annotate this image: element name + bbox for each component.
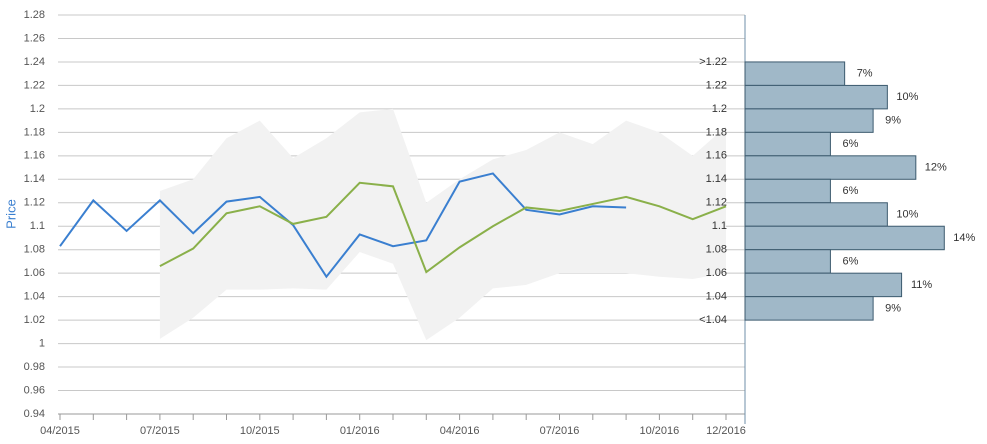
bin-label: 1.16 xyxy=(706,150,727,162)
x-tick-label: 12/2016 xyxy=(706,425,746,437)
histogram-bar xyxy=(744,155,917,180)
y-tick-label: 1.16 xyxy=(24,150,45,162)
histogram-bar xyxy=(744,272,903,298)
histogram-bar xyxy=(744,202,888,227)
bin-label: 1.06 xyxy=(706,267,727,279)
histogram-bar xyxy=(744,131,831,157)
series-line xyxy=(159,181,727,274)
bar-value-label: 10% xyxy=(896,208,918,220)
series-line xyxy=(59,172,627,279)
y-tick-label: 0.96 xyxy=(24,384,45,396)
bin-label: 1.22 xyxy=(706,79,727,91)
y-tick-label: 1.18 xyxy=(24,126,45,138)
bar-value-label: 6% xyxy=(842,138,858,150)
y-axis-title: Price xyxy=(3,199,18,229)
bar-value-label: 11% xyxy=(911,279,932,291)
bar-value-label: 6% xyxy=(842,185,858,197)
y-tick-label: 0.94 xyxy=(24,408,45,420)
y-tick-label: 1 xyxy=(39,337,45,349)
y-tick-label: 1.22 xyxy=(24,79,45,91)
x-tick-label: 10/2016 xyxy=(640,425,680,437)
y-tick-label: 1.08 xyxy=(24,244,45,256)
bin-label: >1.22 xyxy=(699,56,727,68)
histogram-bar xyxy=(744,225,945,251)
x-tick-label: 04/2015 xyxy=(40,425,80,437)
y-tick-label: 1.26 xyxy=(24,32,45,44)
bar-value-label: 12% xyxy=(925,161,947,173)
y-tick-label: 1.06 xyxy=(24,267,45,279)
x-tick-label: 07/2016 xyxy=(540,425,580,437)
histogram-bar xyxy=(744,84,888,110)
y-tick-label: 1.2 xyxy=(30,103,45,115)
bar-value-label: 6% xyxy=(842,255,858,267)
y-tick-label: 1.1 xyxy=(30,220,45,232)
histogram-bar xyxy=(744,61,846,86)
bar-value-label: 10% xyxy=(896,91,918,103)
y-tick-label: 1.02 xyxy=(24,314,45,326)
y-tick-label: 1.04 xyxy=(24,291,45,303)
bin-label: 1.18 xyxy=(706,126,727,138)
bin-label: 1.1 xyxy=(712,220,727,232)
x-tick-label: 01/2016 xyxy=(340,425,380,437)
x-tick-label: 07/2015 xyxy=(140,425,180,437)
bin-label: 1.08 xyxy=(706,244,727,256)
forecast-band xyxy=(159,108,726,341)
bin-label: 1.14 xyxy=(706,173,727,185)
bar-value-label: 9% xyxy=(885,302,901,314)
bar-value-label: 9% xyxy=(885,115,901,127)
bar-value-label: 7% xyxy=(857,68,873,80)
bin-label: 1.04 xyxy=(706,291,727,303)
x-tick-label: 10/2015 xyxy=(240,425,280,437)
y-tick-label: 1.14 xyxy=(24,173,45,185)
histogram-bar xyxy=(744,296,874,321)
y-tick-label: 1.24 xyxy=(24,56,45,68)
y-tick-label: 1.28 xyxy=(24,9,45,21)
x-tick-label: 04/2016 xyxy=(440,425,480,437)
y-tick-label: 1.12 xyxy=(24,197,45,209)
bin-label: <1.04 xyxy=(699,314,727,326)
bin-label: 1.12 xyxy=(706,197,727,209)
histogram-bar xyxy=(744,249,831,274)
histogram-bar xyxy=(744,178,831,204)
bar-value-label: 14% xyxy=(953,232,975,244)
y-tick-label: 0.98 xyxy=(24,361,45,373)
bin-label: 1.2 xyxy=(712,103,727,115)
histogram-bar xyxy=(744,108,874,133)
